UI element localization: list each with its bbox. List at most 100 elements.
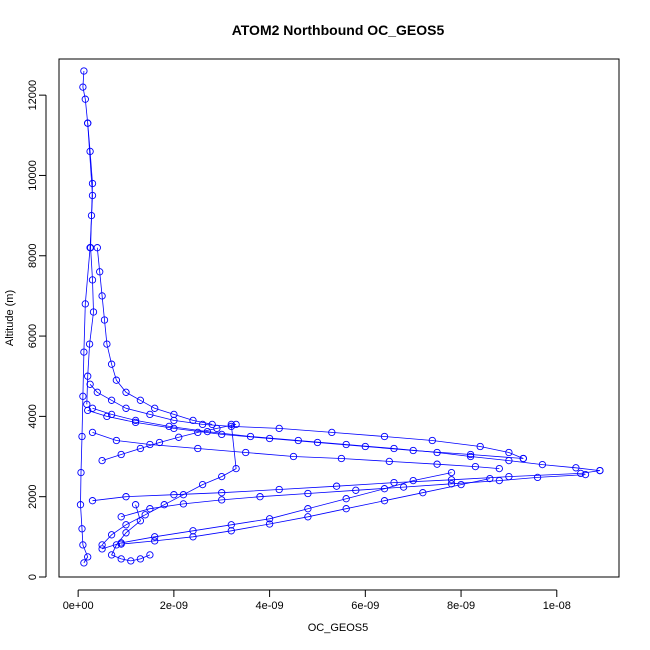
data-point: [466, 450, 475, 459]
series-line: [121, 478, 490, 545]
data-point: [112, 376, 121, 384]
data-point: [457, 480, 465, 489]
series-1: [76, 67, 97, 567]
data-point: [122, 521, 130, 529]
data-point: [98, 292, 106, 300]
data-point: [533, 473, 542, 482]
y-tick-label: 8000: [27, 244, 39, 268]
data-point: [447, 476, 456, 484]
series-13: [83, 119, 98, 408]
data-point: [136, 555, 145, 563]
data-point: [265, 515, 274, 523]
data-point: [194, 428, 202, 437]
data-point: [98, 541, 106, 549]
y-tick-label: 0: [27, 574, 39, 580]
data-point: [170, 410, 178, 419]
data-point: [80, 348, 88, 356]
data-point: [100, 316, 109, 324]
data-point: [79, 541, 87, 549]
data-point: [409, 476, 417, 485]
data-point: [80, 67, 88, 75]
chart-title: ATOM2 Northbound OC_GEOS5: [232, 22, 445, 38]
data-point: [275, 424, 283, 433]
data-point: [78, 525, 86, 533]
x-tick-label: 1e-08: [543, 600, 571, 612]
data-point: [88, 404, 97, 412]
series-5: [88, 404, 604, 475]
data-point: [471, 462, 480, 471]
x-tick-label: 8e-09: [447, 600, 475, 612]
data-point: [495, 476, 503, 485]
data-point: [93, 388, 101, 396]
data-point: [76, 501, 85, 509]
data-point: [98, 456, 106, 465]
series-14: [93, 244, 216, 429]
data-point: [419, 489, 427, 497]
data-point: [476, 442, 484, 451]
data-point: [304, 513, 312, 521]
data-point: [328, 428, 336, 437]
data-point: [275, 485, 283, 494]
x-tick-label: 2e-09: [160, 600, 188, 612]
data-point: [242, 448, 250, 457]
data-point: [399, 483, 408, 491]
x-tick-label: 4e-09: [256, 600, 284, 612]
data-point: [77, 468, 85, 477]
data-point: [151, 537, 159, 545]
data-point: [380, 497, 389, 505]
data-point: [189, 416, 197, 425]
series-line: [121, 474, 586, 518]
data-point: [577, 469, 585, 478]
series-line: [92, 407, 600, 471]
series-6: [88, 466, 604, 505]
data-point: [88, 276, 97, 284]
data-point: [117, 450, 125, 459]
data-point: [232, 420, 240, 429]
data-point: [78, 432, 86, 441]
y-tick-label: 12000: [27, 80, 39, 111]
series-line: [92, 470, 600, 502]
data-point: [175, 433, 183, 441]
data-point: [86, 147, 94, 156]
series-7: [117, 470, 590, 521]
data-point: [165, 422, 173, 431]
data-point: [136, 517, 145, 525]
series-layer: [76, 67, 604, 567]
data-point: [122, 404, 130, 412]
data-point: [519, 454, 527, 463]
data-point: [107, 531, 116, 539]
data-point: [160, 501, 168, 509]
data-point: [80, 559, 88, 567]
data-point: [122, 388, 130, 396]
data-point: [146, 551, 154, 559]
data-point: [170, 424, 178, 433]
data-point: [79, 392, 87, 400]
x-axis-label: OC_GEOS5: [308, 622, 369, 634]
data-point: [117, 555, 125, 563]
data-point: [98, 545, 106, 553]
data-point: [294, 436, 302, 445]
x-tick-label: 0e+00: [63, 600, 94, 612]
data-point: [495, 464, 503, 473]
data-point: [342, 495, 350, 503]
data-point: [332, 482, 341, 490]
data-point: [84, 553, 92, 561]
data-point: [189, 533, 197, 541]
data-point: [505, 456, 513, 465]
data-point: [88, 497, 97, 505]
data-point: [122, 529, 130, 537]
data-point: [433, 448, 441, 457]
data-point: [203, 427, 212, 436]
data-point: [208, 420, 216, 429]
series-8: [98, 468, 456, 553]
series-line: [80, 70, 93, 564]
data-point: [136, 396, 145, 404]
x-tick-label: 6e-09: [351, 600, 379, 612]
data-point: [218, 430, 226, 439]
data-point: [572, 464, 580, 472]
data-point: [581, 470, 590, 479]
data-point: [81, 95, 89, 103]
data-point: [179, 491, 188, 499]
data-point: [466, 452, 475, 461]
